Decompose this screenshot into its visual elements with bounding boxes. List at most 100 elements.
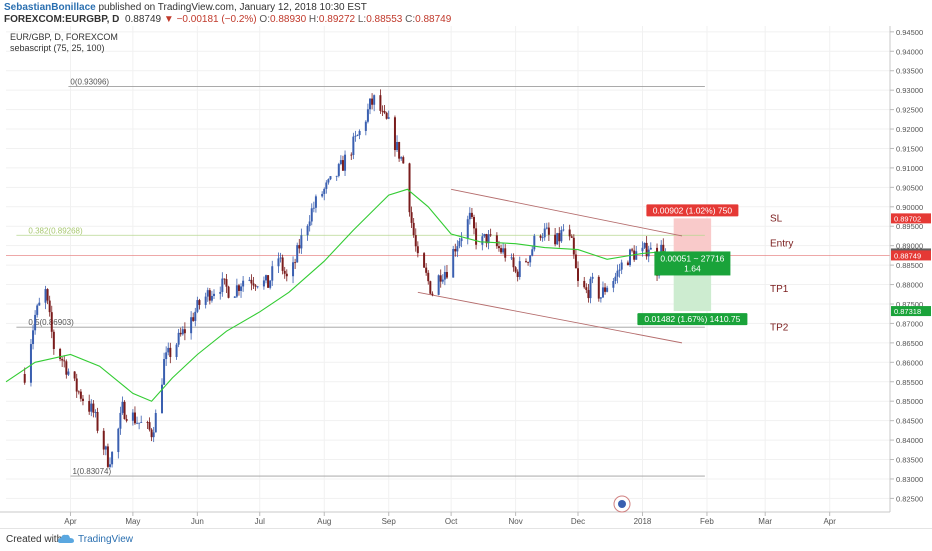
candle-body xyxy=(358,130,361,136)
candle xyxy=(190,311,193,340)
candle-body xyxy=(67,371,70,375)
y-tick-label: 0.90500 xyxy=(896,183,923,192)
candle xyxy=(500,244,503,255)
candle-body xyxy=(373,95,376,105)
candle xyxy=(242,276,245,292)
candle-body xyxy=(196,300,199,312)
candle-body xyxy=(146,422,149,423)
candle-body xyxy=(48,300,51,313)
candle-body xyxy=(512,257,515,268)
candle-body xyxy=(423,253,426,268)
high-label: H: xyxy=(308,14,319,25)
candle xyxy=(283,266,286,279)
candle xyxy=(90,399,93,417)
high-value: 0.89272 xyxy=(318,14,356,25)
candle-body xyxy=(252,283,255,286)
y-tick-label: 0.86500 xyxy=(896,339,923,348)
price-axis[interactable]: 0.94500 0.94000 0.93500 0.93000 0.92500 0.920… xyxy=(889,26,931,512)
candle xyxy=(312,201,315,213)
candle-body xyxy=(525,261,527,262)
y-tick-label: 0.88000 xyxy=(896,281,923,290)
x-tick-label: Apr xyxy=(64,517,77,526)
candle xyxy=(177,328,180,348)
candle xyxy=(92,400,95,418)
candle-body xyxy=(194,311,197,321)
candle xyxy=(597,275,600,302)
candle xyxy=(292,256,295,284)
candle xyxy=(387,110,390,120)
candle-body xyxy=(36,305,39,315)
last-price: 0.88749 xyxy=(124,14,162,25)
y-tick-label: 0.85500 xyxy=(896,378,923,387)
candle-body xyxy=(591,276,594,279)
y-tick-label: 0.92000 xyxy=(896,125,923,134)
candle-body xyxy=(152,432,155,438)
candle-body xyxy=(150,429,153,438)
publish-line: SebastianBonillace published on TradingV… xyxy=(4,2,367,13)
price-chart[interactable]: 0(0.93096)0.382(0.89268)0.5(0.86903)1(0.… xyxy=(0,26,932,528)
candle-body xyxy=(504,248,507,258)
time-axis[interactable]: Apr May Jun Jul Aug Sep Oct Nov Dec 2018 Feb Mar Apr xyxy=(0,511,890,526)
footer-bar: Created with TradingView xyxy=(0,528,932,551)
candle-body xyxy=(119,412,122,429)
candle xyxy=(443,265,446,286)
candle-body xyxy=(408,163,411,213)
candle-body xyxy=(429,281,432,294)
grid-lines xyxy=(6,26,890,512)
candle-body xyxy=(385,112,388,119)
candle-body xyxy=(52,331,55,349)
candle xyxy=(48,295,51,317)
candle xyxy=(169,342,172,364)
candle xyxy=(104,445,107,456)
legend-symbol: EUR/GBP, D, FOREXCOM xyxy=(10,32,118,42)
candle xyxy=(52,329,55,355)
candle-body xyxy=(568,229,571,237)
candle-body xyxy=(256,286,259,288)
candle-body xyxy=(96,411,99,431)
candle xyxy=(589,276,592,304)
candle xyxy=(379,89,382,114)
candle xyxy=(572,234,575,259)
tradingview-link[interactable]: TradingView xyxy=(78,534,134,545)
candle xyxy=(321,191,324,198)
candle-body xyxy=(500,248,503,253)
candle xyxy=(165,346,168,366)
candle-body xyxy=(383,110,386,113)
candle-body xyxy=(572,237,575,255)
candle xyxy=(81,395,84,406)
candle xyxy=(167,342,170,356)
candle-body xyxy=(466,219,469,239)
candle-body xyxy=(452,249,455,278)
candle xyxy=(50,305,53,339)
candle xyxy=(102,428,105,456)
channel-lower-line xyxy=(417,291,683,344)
candle xyxy=(138,422,141,430)
event-flag-icon[interactable] xyxy=(613,495,631,513)
candle xyxy=(452,246,455,278)
candle-body xyxy=(643,242,646,248)
candle xyxy=(606,285,609,293)
candle-body xyxy=(618,269,621,271)
candle xyxy=(254,283,257,291)
candle xyxy=(265,274,267,284)
candle-body xyxy=(310,208,313,222)
candle xyxy=(514,266,517,274)
candle xyxy=(154,409,157,433)
candle-body xyxy=(314,196,317,208)
candle xyxy=(44,285,47,310)
candle-body xyxy=(77,391,80,393)
candle-body xyxy=(300,235,303,249)
candle xyxy=(117,427,120,459)
candle-body xyxy=(183,329,186,334)
candle xyxy=(383,104,386,115)
x-tick-label: Mar xyxy=(758,517,772,526)
candle-body xyxy=(641,247,644,252)
candle-body xyxy=(458,241,461,247)
candle xyxy=(235,278,238,298)
candle xyxy=(358,129,361,140)
candle xyxy=(585,283,588,294)
candle-body xyxy=(412,222,415,236)
candle-body xyxy=(204,296,207,305)
author-link[interactable]: SebastianBonillace xyxy=(4,2,96,13)
candle xyxy=(131,409,134,426)
